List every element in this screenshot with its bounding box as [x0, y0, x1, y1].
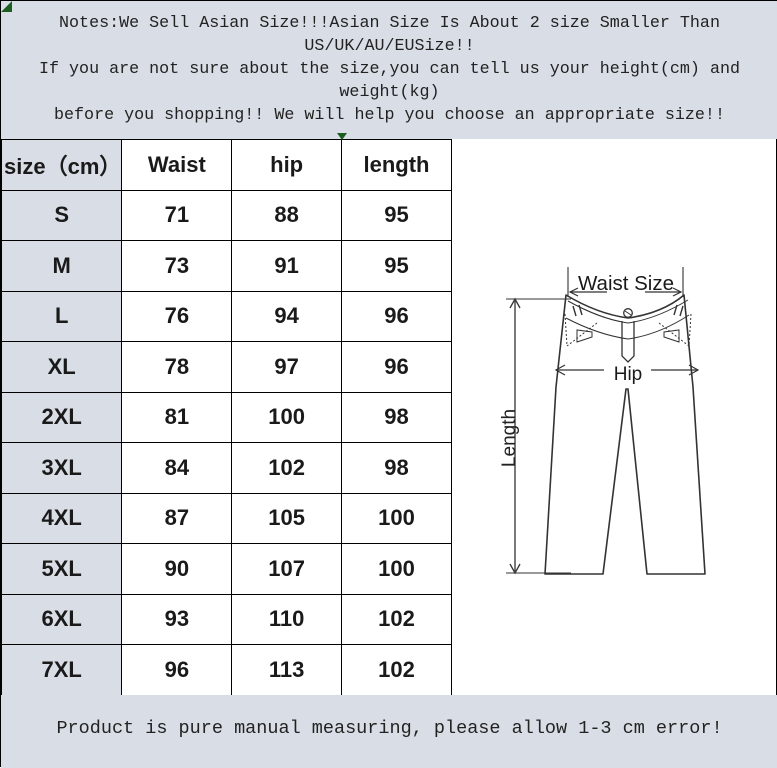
svg-text:Length: Length: [499, 409, 520, 467]
svg-text:Hip: Hip: [614, 364, 643, 385]
